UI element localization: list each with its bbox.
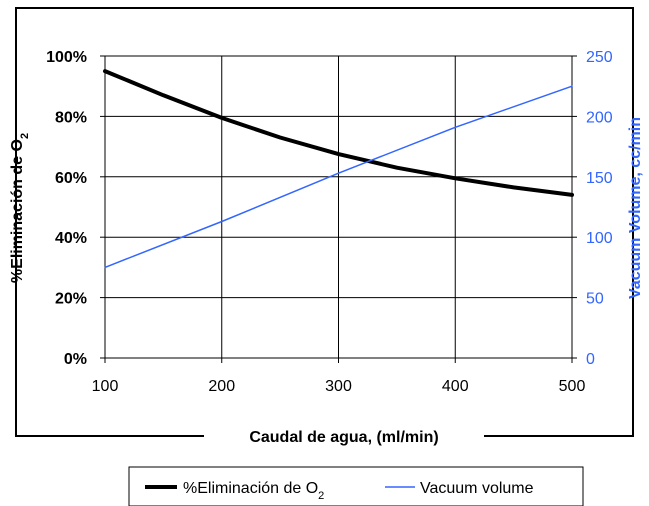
x-tick-label: 500 bbox=[559, 378, 586, 395]
right-tick-label: 250 bbox=[586, 49, 613, 66]
x-axis-title: Caudal de agua, (ml/min) bbox=[249, 429, 438, 446]
left-axis-title-text: %Eliminación de O bbox=[9, 139, 26, 283]
x-tick-label: 100 bbox=[92, 378, 119, 395]
right-tick-label: 150 bbox=[586, 170, 613, 187]
right-tick-label: 50 bbox=[586, 291, 604, 308]
left-tick-label: 80% bbox=[55, 109, 87, 126]
left-tick-label: 0% bbox=[64, 351, 87, 368]
legend-label-o2-subscript: 2 bbox=[318, 490, 324, 502]
right-tick-label: 100 bbox=[586, 230, 613, 247]
left-tick-label: 40% bbox=[55, 230, 87, 247]
x-tick-label: 200 bbox=[208, 378, 235, 395]
legend-label-o2: %Eliminación de O2 bbox=[183, 480, 324, 502]
left-axis-title-subscript: 2 bbox=[19, 133, 31, 139]
series-line-o2-elimination bbox=[103, 69, 574, 197]
legend: %Eliminación de O2 Vacuum volume bbox=[128, 466, 584, 506]
gridlines bbox=[100, 55, 577, 363]
left-tick-label: 100% bbox=[46, 49, 87, 66]
tick-labels: 0% 0 20% 50 40% 100 60% 150 80% 200 100% 250 100 200 3… bbox=[46, 49, 613, 395]
right-tick-label: 200 bbox=[586, 109, 613, 126]
legend-box bbox=[128, 466, 584, 506]
legend-label-vacuum: Vacuum volume bbox=[420, 480, 534, 497]
legend-label-o2-text: %Eliminación de O bbox=[183, 480, 318, 497]
x-tick-label: 300 bbox=[325, 378, 352, 395]
right-tick-label: 0 bbox=[586, 351, 595, 368]
x-title-gap bbox=[204, 428, 484, 444]
left-tick-label: 20% bbox=[55, 291, 87, 308]
left-axis-title: %Eliminación de O2 bbox=[9, 133, 31, 283]
x-tick-label: 400 bbox=[442, 378, 469, 395]
right-axis-title: Vacuum Volume, cc/min bbox=[627, 117, 644, 299]
series-layer bbox=[103, 69, 574, 269]
left-tick-label: 60% bbox=[55, 170, 87, 187]
plot-area bbox=[100, 55, 577, 363]
series-line-vacuum-volume bbox=[104, 85, 573, 269]
